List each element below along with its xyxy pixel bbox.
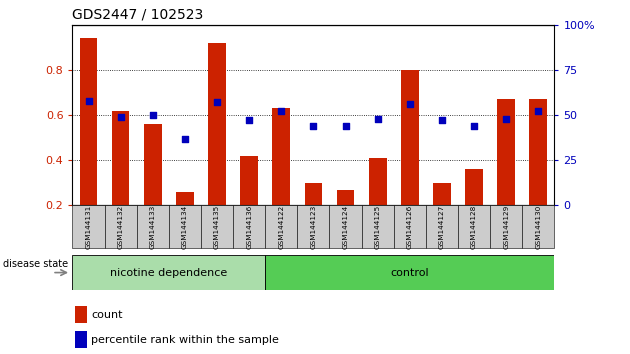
FancyBboxPatch shape <box>297 205 329 248</box>
FancyBboxPatch shape <box>362 205 394 248</box>
FancyBboxPatch shape <box>426 205 458 248</box>
Text: count: count <box>91 310 123 320</box>
FancyBboxPatch shape <box>394 205 426 248</box>
FancyBboxPatch shape <box>490 205 522 248</box>
FancyBboxPatch shape <box>105 205 137 248</box>
Bar <box>433 183 451 205</box>
Text: GSM144134: GSM144134 <box>182 205 188 249</box>
Text: GSM144133: GSM144133 <box>150 205 156 249</box>
Bar <box>76 331 87 348</box>
Bar <box>112 110 130 205</box>
FancyBboxPatch shape <box>137 205 169 248</box>
Point <box>276 109 286 114</box>
Text: GSM144136: GSM144136 <box>246 205 252 249</box>
Point <box>116 114 126 120</box>
Text: GSM144128: GSM144128 <box>471 205 477 249</box>
Point <box>147 112 158 118</box>
FancyBboxPatch shape <box>233 205 265 248</box>
FancyBboxPatch shape <box>169 205 201 248</box>
Point <box>501 116 511 121</box>
Point <box>212 99 222 105</box>
Point <box>340 123 350 129</box>
Point <box>244 118 254 123</box>
FancyBboxPatch shape <box>201 205 233 248</box>
Text: GSM144131: GSM144131 <box>86 205 91 249</box>
Bar <box>401 70 419 205</box>
Bar <box>208 43 226 205</box>
Text: nicotine dependence: nicotine dependence <box>110 268 227 278</box>
Text: GSM144135: GSM144135 <box>214 205 220 249</box>
Point <box>437 118 447 123</box>
Point <box>308 123 318 129</box>
Text: GSM144132: GSM144132 <box>118 205 123 249</box>
Point <box>533 109 543 114</box>
Bar <box>497 99 515 205</box>
Text: GSM144122: GSM144122 <box>278 205 284 249</box>
Bar <box>529 99 547 205</box>
FancyBboxPatch shape <box>522 205 554 248</box>
Bar <box>272 108 290 205</box>
Text: GSM144123: GSM144123 <box>311 205 316 249</box>
Bar <box>176 192 194 205</box>
FancyBboxPatch shape <box>458 205 490 248</box>
Text: GDS2447 / 102523: GDS2447 / 102523 <box>72 7 203 21</box>
FancyBboxPatch shape <box>72 205 105 248</box>
Text: GSM144125: GSM144125 <box>375 205 381 249</box>
Bar <box>240 156 258 205</box>
FancyBboxPatch shape <box>329 205 362 248</box>
Point <box>83 98 94 103</box>
Text: control: control <box>391 268 429 278</box>
Text: GSM144127: GSM144127 <box>439 205 445 249</box>
Point <box>180 136 190 141</box>
Text: GSM144129: GSM144129 <box>503 205 509 249</box>
FancyBboxPatch shape <box>265 205 297 248</box>
Point <box>372 116 382 121</box>
Text: GSM144130: GSM144130 <box>536 205 541 249</box>
Text: disease state: disease state <box>3 259 68 269</box>
Bar <box>79 38 98 205</box>
FancyBboxPatch shape <box>72 255 265 290</box>
Point <box>404 101 415 107</box>
Text: GSM144126: GSM144126 <box>407 205 413 249</box>
Point <box>469 123 479 129</box>
Bar <box>76 306 87 323</box>
Text: GSM144124: GSM144124 <box>343 205 348 249</box>
Text: percentile rank within the sample: percentile rank within the sample <box>91 335 279 344</box>
Bar <box>144 124 162 205</box>
Bar <box>304 183 323 205</box>
Bar <box>336 189 355 205</box>
FancyBboxPatch shape <box>265 255 554 290</box>
Bar <box>465 169 483 205</box>
Bar <box>369 158 387 205</box>
